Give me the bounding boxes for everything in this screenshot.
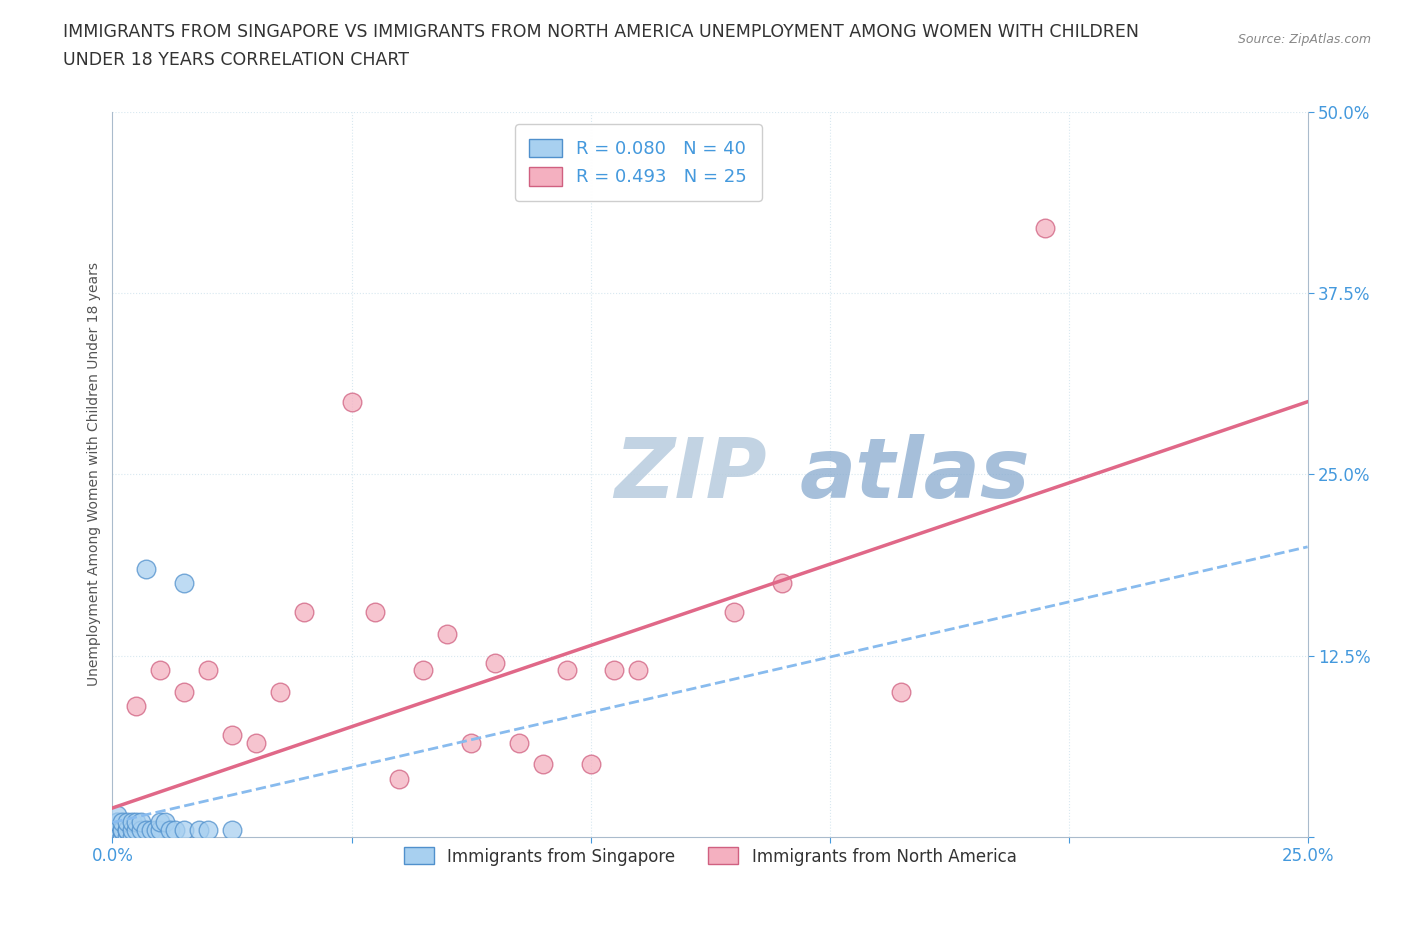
Point xyxy=(153,815,176,830)
Point xyxy=(111,830,134,844)
Point xyxy=(340,394,363,409)
Point xyxy=(770,576,793,591)
Point xyxy=(105,830,128,844)
Point xyxy=(388,772,411,787)
Point xyxy=(603,663,626,678)
Point xyxy=(115,822,138,837)
Point xyxy=(105,815,128,830)
Point xyxy=(173,576,195,591)
Text: Source: ZipAtlas.com: Source: ZipAtlas.com xyxy=(1237,33,1371,46)
Point xyxy=(105,830,128,844)
Point xyxy=(115,815,138,830)
Point xyxy=(139,822,162,837)
Point xyxy=(555,663,578,678)
Point xyxy=(105,808,128,823)
Point xyxy=(135,561,157,576)
Point xyxy=(125,699,148,714)
Point xyxy=(121,815,143,830)
Point xyxy=(115,830,138,844)
Legend: Immigrants from Singapore, Immigrants from North America: Immigrants from Singapore, Immigrants fr… xyxy=(396,841,1024,872)
Point xyxy=(129,822,152,837)
Point xyxy=(269,684,291,699)
Point xyxy=(531,757,554,772)
Point xyxy=(111,815,134,830)
Point xyxy=(105,822,128,837)
Point xyxy=(364,604,387,619)
Point xyxy=(121,822,143,837)
Point xyxy=(197,822,219,837)
Point xyxy=(149,822,172,837)
Point xyxy=(145,822,167,837)
Point xyxy=(508,736,530,751)
Point xyxy=(163,822,186,837)
Text: ZIP: ZIP xyxy=(614,433,768,515)
Point xyxy=(125,822,148,837)
Point xyxy=(627,663,650,678)
Point xyxy=(245,736,267,751)
Point xyxy=(197,663,219,678)
Point xyxy=(579,757,602,772)
Point xyxy=(111,822,134,837)
Point xyxy=(173,822,195,837)
Point xyxy=(115,822,138,837)
Text: UNDER 18 YEARS CORRELATION CHART: UNDER 18 YEARS CORRELATION CHART xyxy=(63,51,409,69)
Point xyxy=(149,815,172,830)
Text: IMMIGRANTS FROM SINGAPORE VS IMMIGRANTS FROM NORTH AMERICA UNEMPLOYMENT AMONG WO: IMMIGRANTS FROM SINGAPORE VS IMMIGRANTS … xyxy=(63,23,1139,41)
Point xyxy=(121,830,143,844)
Point xyxy=(484,656,506,671)
Point xyxy=(292,604,315,619)
Point xyxy=(105,815,128,830)
Point xyxy=(723,604,745,619)
Point xyxy=(135,822,157,837)
Point xyxy=(159,822,181,837)
Point xyxy=(460,736,482,751)
Point xyxy=(105,822,128,837)
Point xyxy=(111,830,134,844)
Point xyxy=(173,684,195,699)
Point xyxy=(111,822,134,837)
Point xyxy=(221,822,243,837)
Text: atlas: atlas xyxy=(800,433,1031,515)
Point xyxy=(105,830,128,844)
Point xyxy=(1033,220,1056,235)
Point xyxy=(105,822,128,837)
Point xyxy=(105,830,128,844)
Point xyxy=(221,728,243,743)
Point xyxy=(129,815,152,830)
Y-axis label: Unemployment Among Women with Children Under 18 years: Unemployment Among Women with Children U… xyxy=(87,262,101,686)
Point xyxy=(125,815,148,830)
Point xyxy=(436,627,458,642)
Point xyxy=(149,663,172,678)
Point xyxy=(412,663,434,678)
Point xyxy=(890,684,912,699)
Point xyxy=(187,822,209,837)
